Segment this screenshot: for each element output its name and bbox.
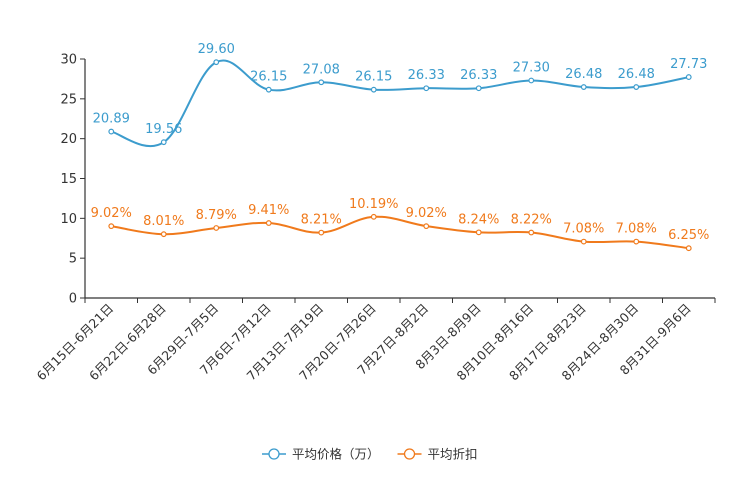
- y-tick-label: 25: [60, 92, 77, 107]
- data-label: 8.22%: [511, 213, 552, 228]
- legend-label: 平均折扣: [428, 447, 478, 462]
- data-point: [423, 85, 430, 92]
- data-label: 9.41%: [248, 203, 289, 218]
- data-label: 8.24%: [458, 212, 499, 227]
- data-point: [160, 231, 167, 238]
- data-point: [318, 229, 325, 236]
- legend-item-average-discount[interactable]: 平均折扣: [397, 447, 478, 462]
- legend[interactable]: 平均价格（万） 平均折扣: [262, 447, 478, 462]
- data-point: [475, 229, 482, 236]
- data-label: 26.48: [618, 67, 655, 82]
- legend-item-average-price[interactable]: 平均价格（万）: [262, 447, 380, 462]
- data-label: 26.15: [355, 70, 392, 85]
- y-tick-label: 15: [60, 172, 77, 187]
- data-point: [423, 223, 430, 230]
- data-point: [213, 225, 220, 231]
- data-point: [213, 59, 220, 66]
- data-point: [685, 74, 692, 80]
- series-line: [111, 215, 689, 250]
- data-point: [318, 79, 325, 86]
- series-layer: 20.89 19.56 29.60 26.15 27.08 26.15 26.33 26.33…: [91, 42, 709, 252]
- y-axis: 0 5 10 15 20 25 30: [60, 53, 86, 307]
- data-label: 19.56: [145, 122, 182, 137]
- data-label: 26.15: [250, 70, 287, 85]
- data-label: 9.02%: [91, 206, 132, 221]
- data-point: [108, 128, 115, 135]
- data-point: [580, 238, 587, 245]
- y-tick-label: 30: [60, 53, 77, 68]
- data-label: 26.48: [565, 67, 602, 82]
- data-label: 10.19%: [349, 197, 399, 212]
- data-point: [370, 213, 377, 220]
- data-point: [528, 229, 535, 236]
- y-tick-label: 20: [60, 132, 77, 147]
- data-label: 6.25%: [668, 228, 709, 243]
- data-point: [265, 220, 272, 226]
- y-tick-label: 5: [69, 252, 77, 267]
- data-label: 27.30: [513, 61, 550, 76]
- data-point: [108, 223, 115, 230]
- legend-marker: [268, 448, 280, 460]
- data-label: 7.08%: [616, 222, 657, 237]
- data-label: 27.08: [303, 62, 340, 77]
- data-label: 9.02%: [406, 206, 447, 221]
- y-tick-label: 10: [60, 212, 77, 227]
- data-point: [528, 77, 535, 84]
- series-average-price: 20.89 19.56 29.60 26.15 27.08 26.15 26.33 26.33…: [93, 42, 707, 148]
- legend-label: 平均价格（万）: [292, 447, 380, 462]
- data-point: [633, 238, 640, 245]
- data-label: 26.33: [408, 68, 445, 83]
- data-point: [160, 139, 167, 146]
- series-average-discount: 9.02% 8.01% 8.79% 9.41% 8.21% 10.19% 9.02% 8.24…: [91, 197, 709, 252]
- data-label: 29.60: [198, 42, 235, 57]
- x-axis: 6月15日-6月21日6月22日-6月28日6月29日-7月5日7月6日-7月1…: [33, 297, 716, 383]
- data-label: 20.89: [93, 112, 130, 127]
- data-point: [633, 84, 640, 90]
- data-label: 8.21%: [301, 213, 342, 228]
- data-point: [685, 245, 692, 252]
- data-label: 7.08%: [563, 222, 604, 237]
- data-point: [580, 84, 587, 90]
- data-point: [370, 86, 377, 93]
- data-point: [265, 86, 272, 93]
- data-label: 8.01%: [143, 214, 184, 229]
- data-label: 8.79%: [196, 208, 237, 223]
- legend-marker: [403, 448, 416, 460]
- data-label: 27.73: [670, 57, 707, 72]
- data-label: 26.33: [460, 68, 497, 83]
- y-tick-label: 0: [69, 292, 77, 307]
- data-point: [475, 85, 482, 92]
